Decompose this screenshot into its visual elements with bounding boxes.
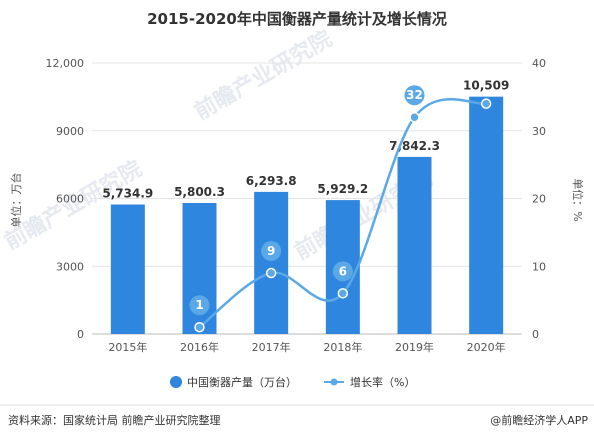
y-tick-label-right: 40 xyxy=(532,57,546,70)
watermark-text: 前瞻产业研究院 xyxy=(190,26,336,126)
legend: 中国衡器产量（万台） 增长率（%） xyxy=(170,375,415,389)
x-tick-label: 2015年 xyxy=(108,340,147,354)
footer-brand: @前瞻经济学人APP xyxy=(490,413,588,427)
bar-value-label: 5,800.3 xyxy=(174,185,225,199)
growth-point xyxy=(265,267,277,279)
x-tick-label: 2017年 xyxy=(252,340,291,354)
chart-title: 2015-2020年中国衡器产量统计及增长情况 xyxy=(147,10,447,28)
y-tick-label-left: 9000 xyxy=(56,125,84,138)
growth-value-label: 1 xyxy=(195,298,203,312)
y-tick-label-left: 3000 xyxy=(56,260,84,273)
x-tick-label: 2018年 xyxy=(323,340,362,354)
footer-source: 资料来源：国家统计局 前瞻产业研究院整理 xyxy=(8,413,221,427)
growth-label-bubble xyxy=(332,261,353,282)
axes: 0 0 3000 10 6000 20 9000 30 12,000 40 2015年 2016年 20… xyxy=(46,57,547,354)
growth-point xyxy=(337,288,349,299)
x-tick-label: 2019年 xyxy=(395,340,434,354)
y-axis-label-right: 单位：% xyxy=(571,178,585,221)
legend-line-label: 增长率（%） xyxy=(350,375,415,389)
bar-value-label: 5,734.9 xyxy=(102,186,153,200)
x-tick-label: 2016年 xyxy=(180,340,219,354)
bar xyxy=(254,191,289,334)
y-axis-label-left: 单位：万台 xyxy=(9,173,23,228)
y-tick-label-right: 30 xyxy=(532,125,546,138)
bar xyxy=(469,96,504,334)
growth-point xyxy=(480,98,492,109)
y-tick-label-right: 10 xyxy=(532,260,546,273)
y-tick-label-left: 6000 xyxy=(56,193,84,206)
growth-point xyxy=(194,321,205,333)
bar xyxy=(110,204,145,334)
x-tick-label: 2020年 xyxy=(467,340,506,354)
growth-label-bubble xyxy=(261,241,282,262)
growth-value-label: 9 xyxy=(267,244,275,258)
bar-value-label: 10,509 xyxy=(463,79,509,93)
bar-value-label: 5,929.2 xyxy=(317,182,368,196)
growth-line: 1 9 6 32 xyxy=(189,85,492,333)
bars: 5,734.9 5,800.36,293.85,929.27,842.310,50… xyxy=(102,79,509,334)
legend-bar-swatch xyxy=(170,376,182,388)
growth-value-label: 32 xyxy=(406,88,423,102)
growth-label-bubble xyxy=(404,85,425,106)
y-tick-label-right: 20 xyxy=(532,193,546,206)
y-tick-label-left: 12,000 xyxy=(46,57,85,70)
bar xyxy=(397,156,432,334)
y-tick-label-right: 0 xyxy=(532,328,539,341)
legend-line-marker xyxy=(330,378,338,386)
growth-point xyxy=(409,111,420,123)
gridlines xyxy=(92,62,522,335)
growth-label-bubble xyxy=(189,295,210,316)
legend-bar-label: 中国衡器产量（万台） xyxy=(187,375,297,389)
y-tick-label-left: 0 xyxy=(77,328,84,341)
bar-value-label: 6,293.8 xyxy=(246,174,297,188)
growth-value-label: 6 xyxy=(339,264,347,278)
